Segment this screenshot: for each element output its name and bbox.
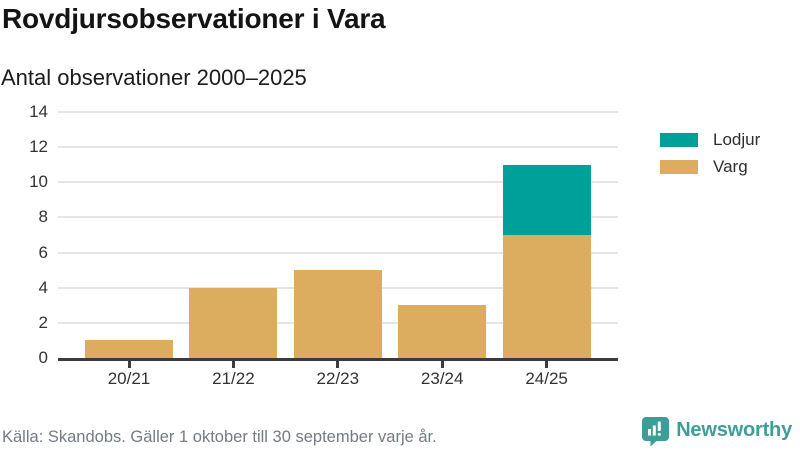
gridline [58,111,618,113]
newsworthy-icon [642,417,670,447]
y-tick-label: 14 [29,102,48,121]
x-tick-mark [127,361,131,368]
legend-swatch-lodjur [660,132,698,147]
x-tick-label: 24/25 [525,369,568,388]
x-tick-mark [231,361,235,368]
bar-varg-24-25 [502,235,591,358]
page-title: Rovdjursobservationer i Vara [2,3,386,34]
y-tick-label: 2 [38,312,48,332]
x-tick-mark [336,361,340,368]
newsworthy-logo: Newsworthy [642,417,792,447]
bar-varg-23-24 [398,305,487,358]
gridline [58,216,618,219]
legend-item-lodjur: Lodjur [660,131,760,148]
legend-label: Lodjur [713,130,761,149]
gridline [58,251,618,254]
chart-subtitle: Antal observationer 2000–2025 [1,65,307,90]
x-tick-label: 22/23 [316,369,360,388]
source-note: Källa: Skandobs. Gäller 1 oktober till 3… [2,428,437,446]
y-tick-label: 4 [38,277,48,297]
y-axis: 0 2 4 6 8 10 12 14 [0,103,48,367]
legend-swatch-varg [660,159,698,174]
y-tick-label: 6 [38,242,48,262]
y-tick-label: 12 [29,137,48,157]
x-tick-mark [545,361,549,368]
chart-legend: Lodjur Varg [660,131,760,185]
x-axis: 20/21 21/22 22/23 23/24 24/25 [58,361,618,401]
plot-area [58,111,618,361]
x-tick-label: 21/22 [212,369,255,388]
legend-item-varg: Varg [660,158,760,175]
x-tick-label: 23/24 [420,369,464,388]
gridline [58,181,618,184]
bar-varg-20-21 [85,340,173,358]
x-tick-mark [440,361,444,368]
y-tick-label: 8 [38,207,48,227]
y-tick-label: 10 [29,172,48,192]
bar-varg-22-23 [293,270,382,358]
y-tick-label: 0 [38,348,48,367]
bar-varg-21-22 [189,287,278,358]
x-tick-label: 20/21 [107,369,151,388]
legend-label: Varg [713,157,748,176]
gridline [58,146,618,149]
bar-lodjur-24-25 [502,164,591,235]
brand-name: Newsworthy [676,418,792,441]
